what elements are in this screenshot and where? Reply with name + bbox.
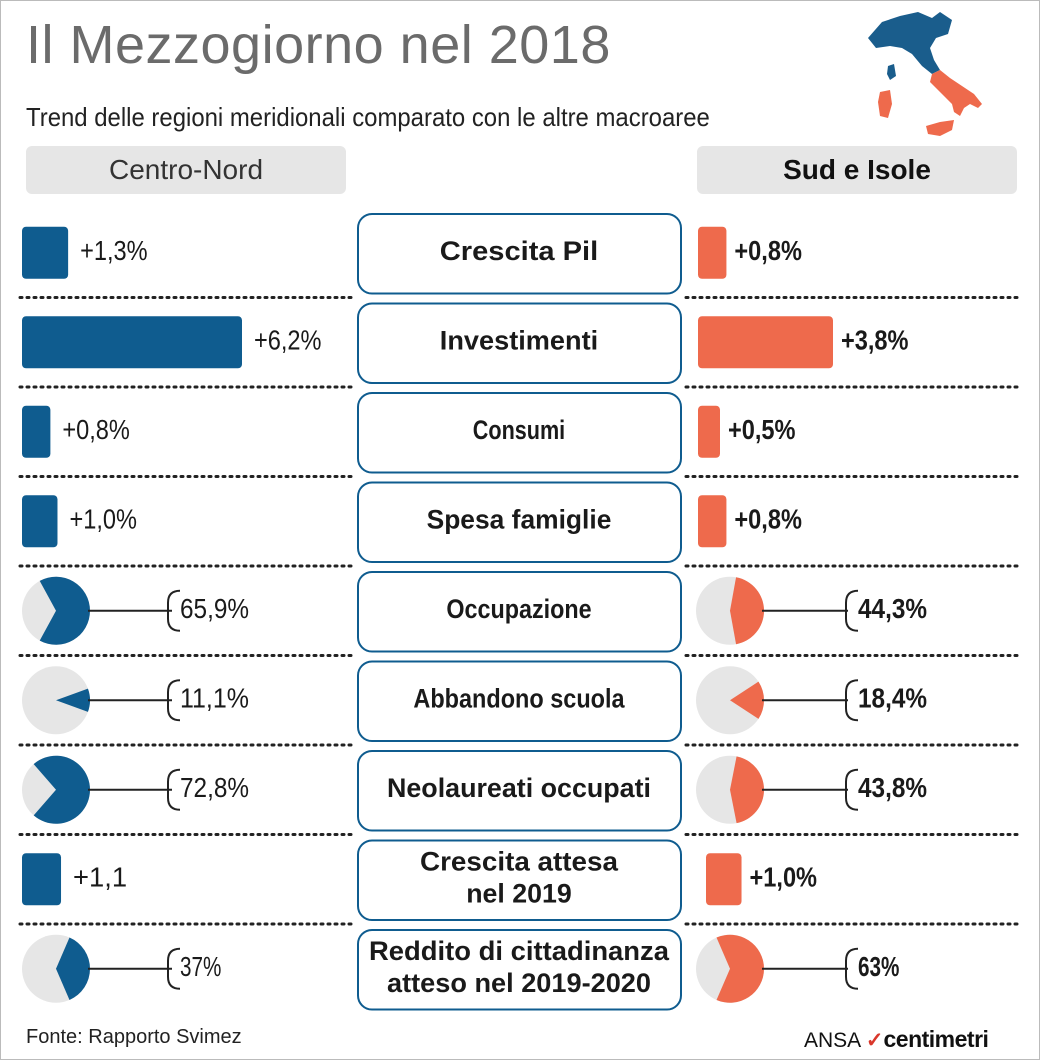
value-label-sud: +0,8% [734, 235, 802, 266]
label-box [357, 660, 682, 742]
label-box [357, 481, 682, 563]
bar-sud [698, 316, 833, 369]
value-label-centro-nord: +0,8% [62, 414, 130, 445]
bar-centro-nord [22, 495, 58, 548]
bracket-sud [845, 768, 859, 811]
pie-sud [730, 756, 765, 824]
value-label-centro-nord: 37% [180, 951, 221, 982]
value-label-sud: +1,0% [750, 862, 818, 893]
pie-centro-nord [33, 755, 91, 824]
bar-centro-nord [22, 853, 62, 906]
row-label: Occupazione [446, 594, 591, 624]
map-corsica [887, 64, 896, 80]
value-label-centro-nord: 65,9% [180, 593, 249, 624]
bar-centro-nord [22, 405, 51, 458]
bar-sud [698, 405, 720, 458]
row-label: nel 2019 [466, 878, 572, 908]
label-box [357, 302, 682, 384]
brand-mark-icon: ✓ [865, 1029, 884, 1052]
label-box [357, 392, 682, 474]
value-label-sud: 18,4% [858, 683, 927, 714]
page-title: Il Mezzogiorno nel 2018 [26, 15, 611, 75]
header-sud-isole: Sud e Isole [697, 146, 1017, 194]
bar-centro-nord [22, 316, 242, 369]
pie-sud [730, 681, 765, 719]
value-label-sud: 43,8% [858, 772, 927, 803]
value-label-centro-nord: +1,0% [69, 504, 137, 535]
bracket-centro-nord [167, 589, 181, 632]
bracket-centro-nord [167, 947, 181, 990]
row-label: Crescita attesa [420, 846, 619, 876]
row-label: Consumi [473, 415, 565, 445]
bar-centro-nord [22, 226, 69, 279]
map-sardinia [878, 90, 892, 118]
row-label: Crescita Pil [440, 236, 598, 266]
row-label: Neolaureati occupati [387, 773, 651, 803]
pie-sud [730, 577, 765, 645]
row-label: Spesa famiglie [427, 504, 612, 534]
italy-map-icon [868, 12, 982, 136]
pie-centro-nord [56, 688, 90, 712]
row-label: Abbandono scuola [413, 683, 625, 713]
bar-sud [698, 226, 727, 279]
map-north-region [868, 12, 952, 74]
brand-logo: ANSA ✓centimetri [804, 1026, 989, 1053]
source-note: Fonte: Rapporto Svimez [26, 1026, 242, 1048]
label-box [357, 929, 682, 1011]
value-label-sud: +3,8% [841, 325, 909, 356]
label-box [357, 839, 682, 921]
map-south-region [930, 70, 982, 116]
bracket-sud [845, 947, 859, 990]
row-label: atteso nel 2019-2020 [387, 968, 651, 998]
label-box [357, 571, 682, 653]
value-label-sud: 63% [858, 951, 899, 982]
value-label-centro-nord: +1,3% [80, 235, 147, 266]
label-box [357, 213, 682, 295]
page-subtitle: Trend delle regioni meridionali comparat… [26, 102, 710, 132]
value-label-centro-nord: 11,1% [180, 683, 249, 714]
brand-service: centimetri [883, 1026, 989, 1052]
pie-centro-nord [39, 576, 90, 645]
header-centro-nord: Centro-Nord [26, 146, 346, 194]
bar-sud [698, 495, 727, 548]
label-box [357, 750, 682, 832]
pie-sud [716, 934, 765, 1003]
value-label-centro-nord: +1,1 [73, 862, 127, 893]
bracket-centro-nord [167, 679, 181, 722]
value-label-sud: +0,5% [728, 414, 796, 445]
map-sicily [926, 120, 954, 136]
brand-agency: ANSA [804, 1029, 861, 1052]
bar-sud [706, 853, 742, 906]
bracket-sud [845, 589, 859, 632]
value-label-sud: +0,8% [734, 504, 802, 535]
row-label: Reddito di cittadinanza [369, 936, 670, 966]
value-label-centro-nord: 72,8% [180, 772, 249, 803]
value-label-centro-nord: +6,2% [254, 325, 322, 356]
row-label: Investimenti [440, 325, 598, 355]
bracket-centro-nord [167, 768, 181, 811]
value-label-sud: 44,3% [858, 593, 927, 624]
pie-centro-nord [56, 937, 90, 1000]
bracket-sud [845, 679, 859, 722]
